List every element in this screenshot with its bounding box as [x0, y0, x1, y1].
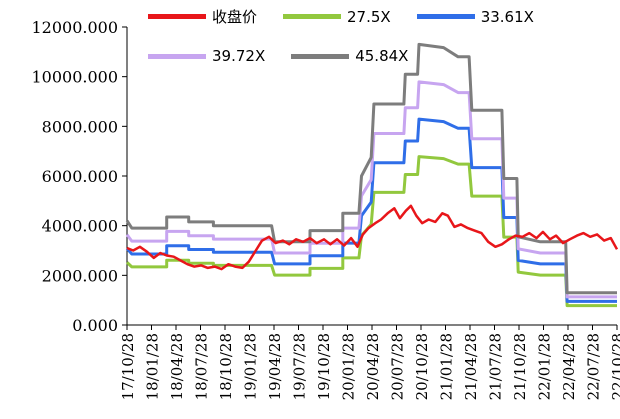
x-tick-label: 22/07/28	[585, 333, 603, 400]
series-layer	[125, 42, 619, 308]
x-tick-label: 17/10/28	[119, 333, 137, 400]
x-tick-label: 19/07/28	[291, 333, 309, 400]
x-tick-label: 21/04/28	[462, 333, 480, 400]
legend-item: 27.5X	[283, 8, 391, 26]
x-tick-label: 21/01/28	[438, 333, 456, 400]
series-line-收盘价	[126, 204, 619, 271]
series-line-33.61X	[125, 117, 617, 303]
x-tick-label: 18/10/28	[217, 333, 235, 400]
y-tick-label: 6000.000	[42, 167, 118, 186]
x-axis-ticks: 17/10/28 18/01/28 18/04/28 18/07/28 18/10/28…	[119, 325, 620, 400]
x-tick-label: 19/01/28	[242, 333, 260, 400]
x-tick-label: 19/04/28	[266, 333, 284, 400]
y-tick-label: 10000.000	[31, 68, 118, 87]
y-tick-label: 12000.000	[31, 18, 118, 37]
legend-item: 收盘价	[148, 6, 257, 27]
legend-swatch	[283, 14, 342, 19]
legend-label: 33.61X	[480, 7, 534, 26]
x-tick-label: 22/01/28	[536, 333, 554, 400]
y-tick-label: 8000.000	[42, 117, 118, 136]
legend-swatch	[148, 14, 206, 19]
legend-label: 27.5X	[347, 7, 391, 26]
x-tick-label: 20/10/28	[413, 333, 431, 400]
y-tick-label: 0.000	[72, 316, 118, 335]
legend-row-2: 39.72X 45.84X	[148, 47, 434, 65]
legend-label: 45.84X	[355, 47, 409, 65]
x-tick-label: 22/04/28	[560, 333, 578, 400]
legend-item: 39.72X	[148, 47, 265, 65]
y-tick-label: 2000.000	[42, 266, 118, 285]
x-tick-label: 21/07/28	[487, 333, 505, 400]
x-tick-label: 18/07/28	[193, 333, 211, 400]
y-axis-ticks: 0.000 2000.000 4000.000 6000.000 8000.000 100…	[31, 18, 127, 335]
legend-label: 39.72X	[212, 47, 266, 65]
legend-swatch	[148, 53, 206, 59]
y-tick-label: 4000.000	[42, 217, 118, 236]
legend-label: 收盘价	[212, 8, 258, 26]
x-tick-label: 18/04/28	[168, 333, 186, 400]
x-tick-label: 19/10/28	[315, 333, 333, 400]
series-line-45.84X	[125, 42, 617, 295]
x-tick-label: 21/10/28	[511, 333, 529, 400]
legend-item: 33.61X	[416, 7, 534, 26]
legend-swatch	[416, 14, 475, 19]
x-tick-label: 22/10/28	[609, 333, 620, 400]
x-tick-label: 18/01/28	[144, 333, 162, 400]
x-tick-label: 20/01/28	[340, 333, 358, 400]
legend-item: 45.84X	[291, 47, 408, 65]
x-tick-label: 20/07/28	[389, 333, 407, 400]
legend-row-1: 收盘价 27.5X 33.61X	[148, 6, 560, 27]
x-tick-label: 20/04/28	[364, 333, 382, 400]
legend-swatch	[291, 53, 350, 59]
